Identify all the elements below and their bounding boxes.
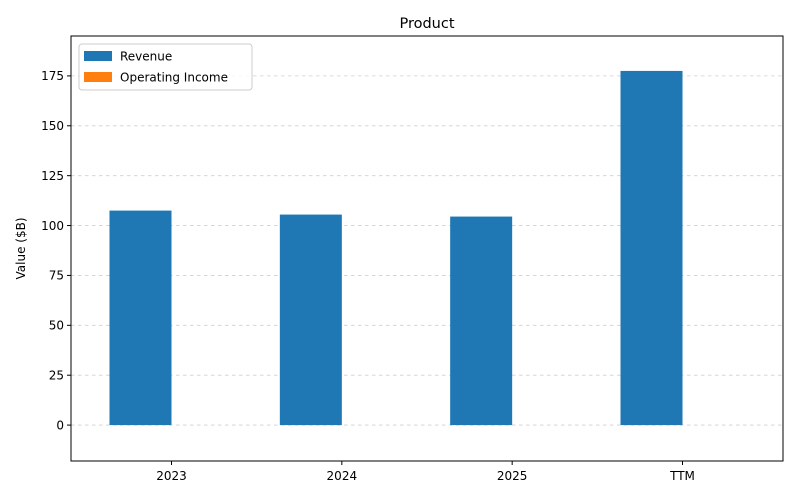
legend-swatch-revenue (84, 51, 112, 61)
bars (109, 70, 683, 426)
legend-label-operating-income: Operating Income (120, 71, 228, 85)
legend-box (78, 43, 253, 91)
y-tick-label-0: 0 (56, 418, 64, 432)
y-axis-label: Value ($B) (14, 218, 28, 280)
y-tick-label-50: 50 (49, 319, 64, 333)
chart-title: Product (399, 16, 454, 32)
y-tick-label-75: 75 (49, 269, 64, 283)
y-tick-label-125: 125 (41, 169, 64, 183)
x-axis-ticks: 2023 2024 2025 TTM (156, 461, 695, 483)
plot-area-frame (70, 35, 784, 462)
y-tick-label-100: 100 (41, 219, 64, 233)
x-tick-label-2025: 2025 (497, 469, 528, 483)
legend-label-revenue: Revenue (120, 50, 172, 64)
legend-swatch-operating-income (84, 72, 112, 82)
x-tick-label-ttm: TTM (669, 469, 695, 483)
bar-revenue-2023 (109, 210, 172, 426)
y-tick-label-25: 25 (49, 368, 64, 382)
y-tick-label-175: 175 (41, 69, 64, 83)
x-tick-label-2024: 2024 (327, 469, 358, 483)
y-tick-label-150: 150 (41, 119, 64, 133)
bar-revenue-2024 (279, 214, 342, 426)
bar-revenue-2025 (450, 216, 513, 426)
y-axis-ticks: 0 25 50 75 100 125 150 175 (41, 69, 71, 432)
x-tick-label-2023: 2023 (156, 469, 187, 483)
legend: Revenue Operating Income (78, 43, 253, 91)
bar-revenue-ttm (620, 70, 683, 426)
